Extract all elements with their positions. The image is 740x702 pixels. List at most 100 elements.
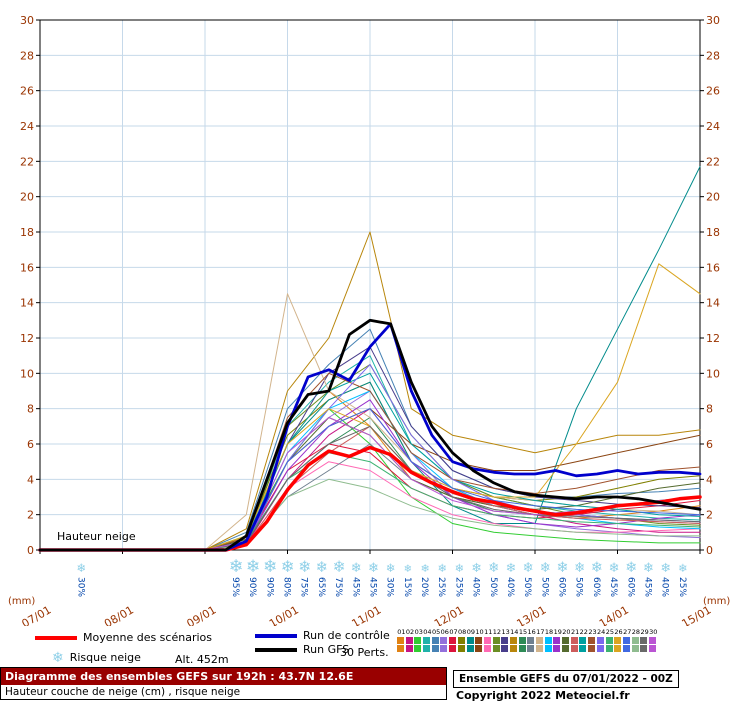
member-colors-row-2 [397, 645, 667, 652]
member-color-swatch [518, 637, 526, 644]
member-color-swatch [588, 645, 596, 652]
member-color-swatch [457, 645, 465, 652]
member-color-swatch [440, 645, 448, 652]
member-color-swatch [509, 637, 517, 644]
member-number: 03 [414, 628, 423, 636]
member-number: 21 [570, 628, 580, 636]
snow-risk-icon: ❄ [488, 560, 499, 576]
member-colors-row-1 [397, 637, 667, 644]
member-color-swatch [475, 637, 483, 644]
unit-label-left: (mm) [8, 596, 35, 607]
member-color-swatch [483, 637, 491, 644]
y-axis-label-left: 8 [27, 403, 34, 416]
snow-risk-percent: 30% [385, 577, 395, 597]
member-color-swatch [527, 637, 535, 644]
unit-label-right: (mm) [703, 596, 730, 607]
member-color-swatch [492, 645, 500, 652]
snow-risk-icon: ❄ [332, 557, 345, 576]
member-color-swatch [509, 645, 517, 652]
member-color-swatch [405, 637, 413, 644]
snow-risk-icon: ❄ [471, 560, 482, 575]
snow-risk-percent: 50% [539, 577, 549, 597]
snow-risk-percent: 15% [402, 577, 412, 597]
member-color-swatch [449, 645, 457, 652]
y-axis-label-right: 2 [706, 509, 713, 522]
member-color-swatch [414, 637, 422, 644]
snow-risk-percent: 75% [333, 577, 343, 597]
member-color-swatch [622, 645, 630, 652]
snow-risk-percent: 45% [367, 577, 377, 597]
snow-risk-percent: 65% [316, 577, 326, 597]
mean-line-swatch [35, 635, 77, 640]
member-color-swatch [475, 645, 483, 652]
y-axis-label-right: 8 [706, 403, 713, 416]
snow-risk-percent: 90% [247, 577, 257, 597]
legend-item-gfs: Run GFS [255, 643, 349, 656]
y-axis-label-right: 26 [706, 85, 720, 98]
member-number: 16 [527, 628, 536, 636]
member-color-swatch [553, 637, 561, 644]
member-color-swatch [397, 645, 404, 652]
snow-risk-icon: ❄ [660, 560, 671, 575]
members-legend: 01 02 03 04 05 06 07 08 09 10 11 12 13 14 15 16 17 18 19 20… [397, 628, 667, 652]
member-number: 18 [544, 628, 554, 636]
snow-risk-percent: 75% [299, 577, 309, 597]
member-number: 20 [562, 628, 571, 636]
member-color-swatch [483, 645, 491, 652]
member-number: 19 [553, 628, 562, 636]
snow-risk-icon: ❄ [574, 560, 585, 576]
member-color-swatch [466, 645, 474, 652]
snow-risk-percent: 50% [522, 577, 532, 597]
member-color-swatch [631, 637, 639, 644]
member-number: 25 [605, 628, 614, 636]
y-axis-label-left: 10 [20, 367, 34, 380]
member-number: 26 [614, 628, 623, 636]
member-number: 17 [536, 628, 545, 636]
snow-risk-percent: 40% [660, 577, 670, 597]
snow-risk-percent: 30% [75, 577, 85, 597]
member-color-swatch [570, 637, 578, 644]
snow-risk-icon: ❄ [556, 560, 568, 576]
inplot-series-label: Hauteur neige [57, 530, 136, 543]
run-info-box: Ensemble GEFS du 07/01/2022 - 00Z [453, 670, 679, 688]
y-axis-label-left: 4 [27, 473, 34, 486]
snow-risk-percent: 25% [453, 577, 463, 597]
member-color-swatch [614, 637, 622, 644]
y-axis-label-right: 20 [706, 191, 720, 204]
y-axis-label-right: 30 [706, 14, 720, 27]
member-color-swatch [562, 637, 570, 644]
y-axis-label-right: 4 [706, 473, 713, 486]
member-color-swatch [492, 637, 500, 644]
snow-risk-icon: ❄ [351, 561, 362, 576]
x-axis-date-label: 15/01 [680, 603, 714, 626]
snow-risk-icon: ❄ [368, 561, 379, 576]
member-color-swatch [423, 637, 431, 644]
altitude-label: Alt. 452m [175, 653, 229, 666]
snow-risk-icon: ❄ [229, 557, 244, 577]
member-number: 08 [458, 628, 467, 636]
y-axis-label-left: 20 [20, 191, 34, 204]
snow-risk-icon: ❄ [386, 561, 396, 575]
x-axis-date-label: 09/01 [185, 603, 219, 626]
x-axis-date-label: 08/01 [102, 603, 136, 626]
member-number: 23 [588, 628, 597, 636]
gfs-line-swatch [255, 647, 297, 652]
legend-control-label: Run de contrôle [303, 629, 390, 642]
y-axis-label-right: 6 [706, 438, 713, 451]
y-axis-label-left: 24 [20, 120, 34, 133]
member-color-swatch [640, 645, 648, 652]
member-color-swatch [631, 645, 639, 652]
member-color-swatch [596, 637, 604, 644]
snow-risk-percent: 40% [471, 577, 481, 597]
y-axis-label-right: 24 [706, 120, 720, 133]
member-color-swatch [501, 637, 509, 644]
snow-risk-icon: ❄ [420, 562, 429, 575]
snow-risk-percent: 60% [591, 577, 601, 597]
member-number: 05 [431, 628, 441, 636]
y-axis-label-left: 0 [27, 544, 34, 557]
gfs-run-line [38, 318, 702, 552]
snow-risk-percent: 25% [436, 577, 446, 597]
y-axis-label-left: 16 [20, 261, 34, 274]
y-axis-label-left: 14 [20, 297, 34, 310]
member-number: 07 [449, 628, 458, 636]
